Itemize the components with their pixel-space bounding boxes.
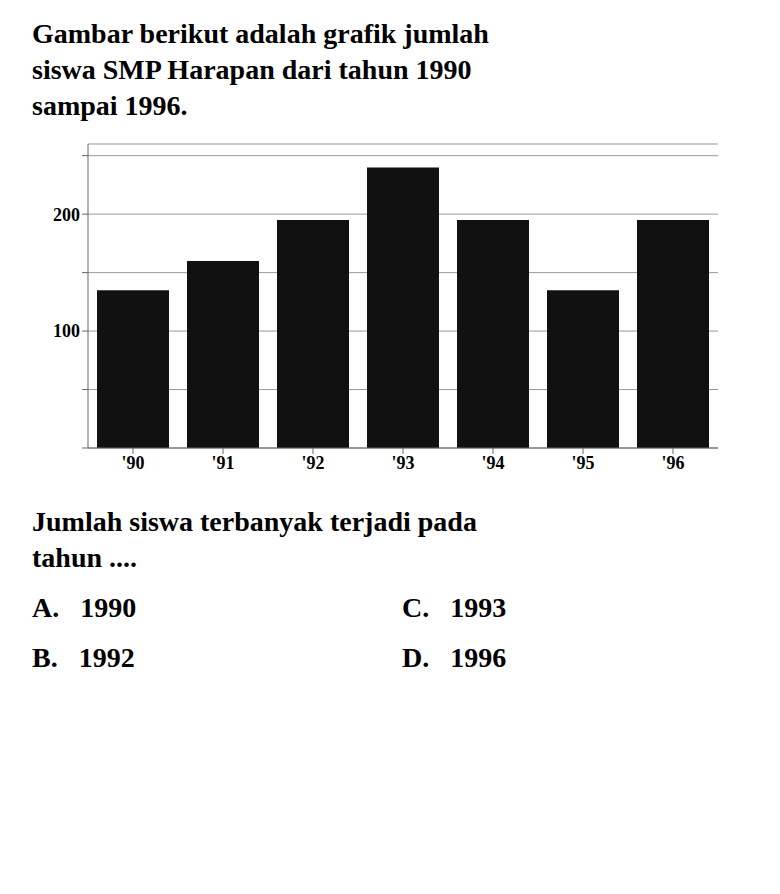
svg-text:'91: '91 — [211, 453, 234, 473]
html-text:A. 1990: A. 1990 — [32, 592, 137, 623]
html-text:D. 1996: D. 1996 — [402, 642, 507, 673]
svg-text:200: 200 — [53, 205, 80, 225]
svg-text:'96: '96 — [661, 453, 684, 473]
svg-text:100: 100 — [53, 321, 80, 341]
html-text:sampai 1996.: sampai 1996. — [32, 90, 188, 121]
svg-text:'95: '95 — [571, 453, 594, 473]
html-text:Gambar berikut adalah grafik j: Gambar berikut adalah grafik jumlah — [32, 18, 489, 49]
html-text:siswa SMP Harapan dari tahun 1: siswa SMP Harapan dari tahun 1990 — [32, 54, 472, 85]
html-text:Jumlah siswa terbanyak terjadi: Jumlah siswa terbanyak terjadi pada — [32, 506, 477, 537]
svg-text:'92: '92 — [301, 453, 324, 473]
html-text:tahun ....: tahun .... — [32, 542, 137, 573]
html-text:B. 1992: B. 1992 — [32, 642, 135, 673]
svg-text:'93: '93 — [391, 453, 414, 473]
svg-text:'90: '90 — [121, 453, 144, 473]
svg-text:'94: '94 — [481, 453, 504, 473]
html-text:C. 1993: C. 1993 — [402, 592, 507, 623]
